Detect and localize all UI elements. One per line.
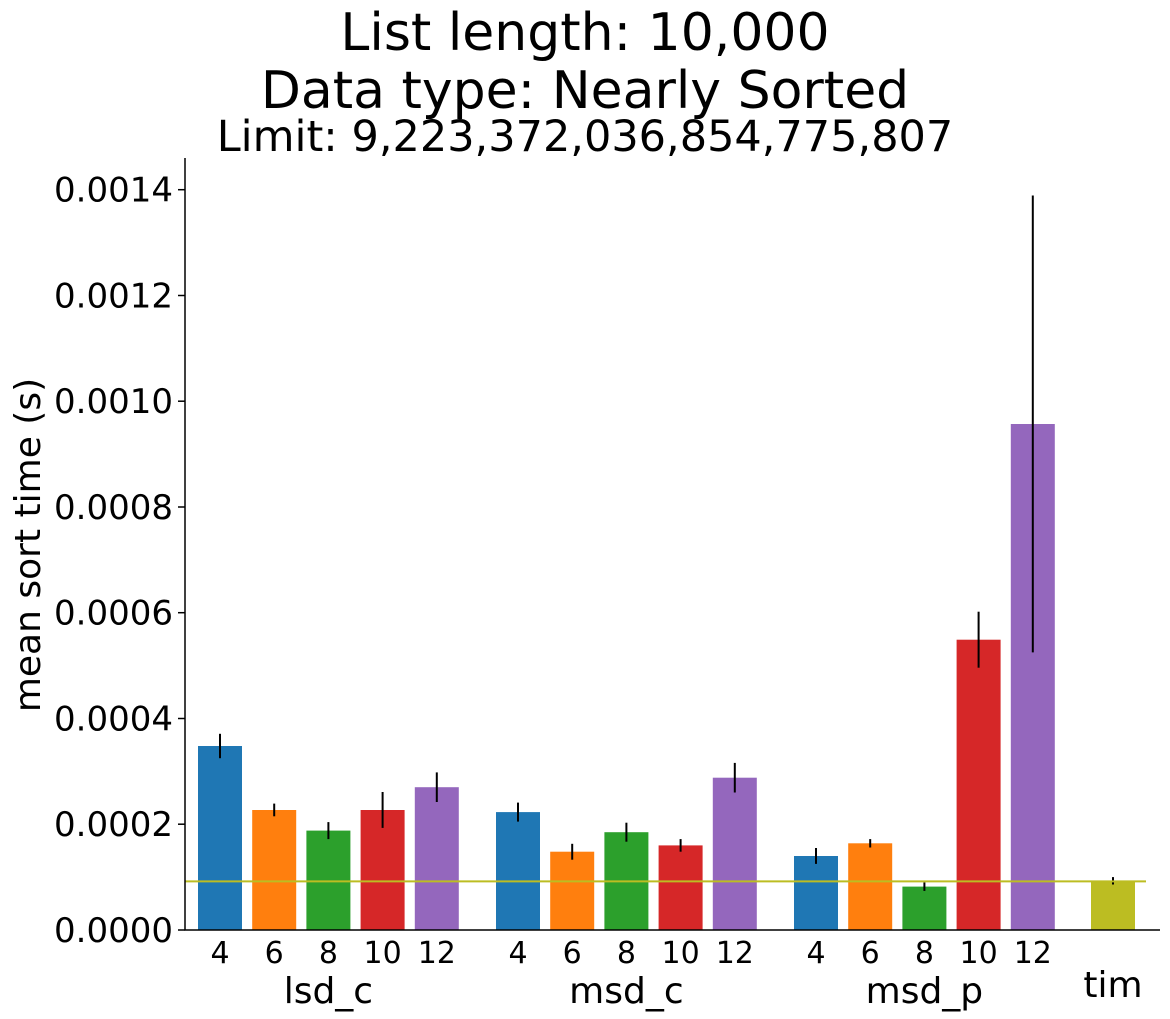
x-tick-label-msd_p-10: 10 xyxy=(960,936,998,971)
x-tick-label-lsd_c-12: 12 xyxy=(418,936,456,971)
x-tick-label-lsd_c-10: 10 xyxy=(364,936,402,971)
x-tick-label-msd_c-4: 4 xyxy=(508,936,527,971)
y-tick-label: 0.0014 xyxy=(54,171,173,211)
y-tick-label: 0.0010 xyxy=(54,382,173,422)
x-tick-label-msd_c-8: 8 xyxy=(617,936,636,971)
bar-lsd_c-8 xyxy=(306,830,351,930)
x-tick-label-msd_p-12: 12 xyxy=(1014,936,1052,971)
y-tick-label: 0.0006 xyxy=(54,594,173,634)
bar-lsd_c-10 xyxy=(360,810,405,930)
bar-msd_p-8 xyxy=(902,886,947,930)
chart-title-line-3: Limit: 9,223,372,036,854,775,807 xyxy=(217,112,954,162)
bar-msd_c-4 xyxy=(496,812,540,930)
y-tick-label: 0.0012 xyxy=(54,277,173,317)
x-tick-label-msd_p-6: 6 xyxy=(861,936,880,971)
y-tick-label: 0.0002 xyxy=(54,805,173,845)
x-tick-label-msd_p-4: 4 xyxy=(806,936,825,971)
group-label-tim: tim xyxy=(1083,965,1142,1006)
group-label-msd_c: msd_c xyxy=(569,971,683,1012)
group-label-lsd_c: lsd_c xyxy=(284,971,373,1012)
x-tick-label-msd_c-12: 12 xyxy=(716,936,754,971)
y-axis-label: mean sort time (s) xyxy=(8,378,49,712)
bar-msd_p-4 xyxy=(794,856,838,930)
bar-msd_c-10 xyxy=(658,845,703,930)
bar-lsd_c-4 xyxy=(198,746,242,930)
bar-lsd_c-12 xyxy=(414,787,459,930)
x-tick-label-lsd_c-8: 8 xyxy=(319,936,338,971)
bar-lsd_c-6 xyxy=(252,810,297,930)
y-tick-label: 0.0004 xyxy=(54,700,173,740)
bar-tim-all xyxy=(1091,880,1135,930)
x-tick-label-msd_p-8: 8 xyxy=(915,936,934,971)
x-tick-label-lsd_c-6: 6 xyxy=(265,936,284,971)
y-tick-label: 0.0000 xyxy=(54,911,173,951)
x-tick-label-msd_c-10: 10 xyxy=(662,936,700,971)
bar-msd_p-6 xyxy=(848,843,893,930)
x-tick-label-lsd_c-4: 4 xyxy=(210,936,229,971)
chart-title-line-1: List length: 10,000 xyxy=(340,3,829,63)
group-label-msd_p: msd_p xyxy=(866,971,984,1012)
chart-title-line-2: Data type: Nearly Sorted xyxy=(261,61,909,121)
y-tick-label: 0.0008 xyxy=(54,488,173,528)
bar-msd_c-6 xyxy=(550,851,595,930)
bar-msd_c-12 xyxy=(712,777,757,930)
bar-msd_p-10 xyxy=(956,639,1001,930)
x-tick-label-msd_c-6: 6 xyxy=(563,936,582,971)
